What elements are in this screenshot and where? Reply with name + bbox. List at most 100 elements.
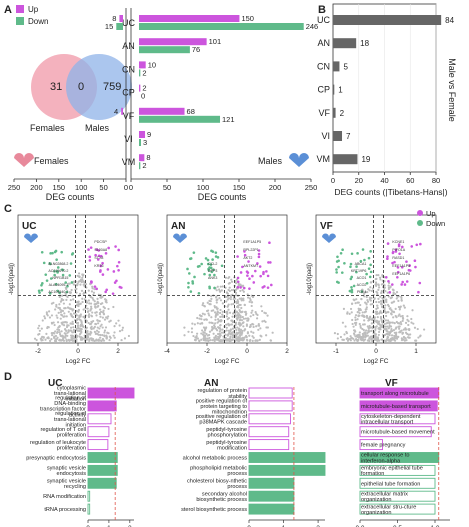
point-ns xyxy=(380,290,383,293)
point-ns xyxy=(96,326,99,329)
point-ns xyxy=(398,306,402,309)
point-ns xyxy=(107,307,110,311)
point-ns xyxy=(57,328,61,332)
point-ns xyxy=(101,316,104,319)
enrich-bar xyxy=(359,413,436,425)
point-up xyxy=(414,265,417,269)
point-ns xyxy=(395,326,398,329)
point-ns xyxy=(201,329,204,332)
point-ns xyxy=(255,325,258,328)
point-ns xyxy=(192,334,195,338)
point-ns xyxy=(203,313,206,316)
point-ns xyxy=(250,294,253,297)
point-down xyxy=(335,268,338,271)
category-label: AN xyxy=(122,41,135,51)
point-ns xyxy=(82,273,85,276)
point-ns xyxy=(394,292,397,296)
point-ns xyxy=(67,310,70,313)
point-ns xyxy=(232,302,235,305)
point-ns xyxy=(237,300,240,303)
point-ns xyxy=(355,321,358,324)
point-ns xyxy=(408,336,411,339)
point-ns xyxy=(228,311,232,314)
point-ns xyxy=(207,312,210,315)
point-ns xyxy=(385,329,388,332)
point-ns xyxy=(101,295,104,298)
point-ns xyxy=(108,338,111,342)
point-ns xyxy=(215,289,218,292)
point-up xyxy=(97,249,101,252)
bar-value-b: 5 xyxy=(343,62,348,71)
point-ns xyxy=(246,317,250,320)
point-ns xyxy=(201,322,204,325)
point-ns xyxy=(248,297,252,300)
point-ns xyxy=(75,318,79,322)
point-up xyxy=(267,261,270,264)
point-ns xyxy=(191,322,194,325)
point-down xyxy=(44,273,48,276)
volcano-xlabel: Log2 FC xyxy=(215,358,240,365)
point-ns xyxy=(72,312,76,315)
point-ns xyxy=(367,288,370,291)
point-ns xyxy=(365,314,368,318)
point-ns xyxy=(208,333,211,337)
point-ns xyxy=(88,302,91,305)
volcano-tick-label: 0 xyxy=(374,348,378,355)
point-ns xyxy=(220,289,223,292)
point-up xyxy=(386,257,389,260)
point-ns xyxy=(377,301,381,304)
point-ns xyxy=(363,292,366,296)
point-ns xyxy=(225,323,228,326)
point-down xyxy=(71,252,75,255)
category-label-b: VF xyxy=(318,108,330,118)
point-ns xyxy=(219,290,222,293)
tick-label-left: 250 xyxy=(8,183,21,192)
point-ns xyxy=(78,318,81,321)
point-ns xyxy=(245,338,249,341)
point-ns xyxy=(242,338,245,341)
point-ns xyxy=(43,315,46,318)
point-ns xyxy=(251,335,254,338)
point-ns xyxy=(364,308,367,311)
bar-value-male-up: 150 xyxy=(241,14,254,23)
point-down xyxy=(69,262,73,265)
point-ns xyxy=(333,332,337,335)
point-ns xyxy=(217,318,220,321)
point-ns xyxy=(200,338,203,341)
point-ns xyxy=(370,318,373,321)
point-down xyxy=(70,281,74,284)
point-ns xyxy=(377,274,380,277)
bar-female-up xyxy=(119,15,123,22)
point-up xyxy=(418,281,422,285)
point-ns xyxy=(121,326,125,329)
point-ns xyxy=(102,309,105,312)
enrich-term-label: presynaptic endocytosis xyxy=(26,456,86,462)
point-ns xyxy=(58,331,61,334)
point-ns xyxy=(365,295,368,299)
point-ns xyxy=(63,312,66,315)
point-ns xyxy=(87,315,91,319)
point-ns xyxy=(390,312,393,315)
gene-label-up: EEF1A1P5 xyxy=(392,264,410,268)
point-ns xyxy=(87,299,90,302)
point-ns xyxy=(215,301,218,304)
point-ns xyxy=(75,291,78,294)
point-ns xyxy=(409,333,412,336)
point-ns xyxy=(82,280,85,283)
point-up xyxy=(236,285,240,289)
point-ns xyxy=(47,336,50,339)
point-up xyxy=(114,245,117,248)
volcano-title: VF xyxy=(320,221,333,232)
point-ns xyxy=(370,296,373,300)
point-ns xyxy=(386,336,390,339)
point-ns xyxy=(259,327,262,330)
point-up xyxy=(400,283,403,286)
point-ns xyxy=(239,328,243,331)
male-icon xyxy=(173,233,187,243)
point-ns xyxy=(45,332,48,335)
point-ns xyxy=(360,298,363,301)
point-ns xyxy=(370,338,373,341)
point-ns xyxy=(53,335,56,338)
point-down xyxy=(189,257,192,261)
point-ns xyxy=(219,299,223,302)
